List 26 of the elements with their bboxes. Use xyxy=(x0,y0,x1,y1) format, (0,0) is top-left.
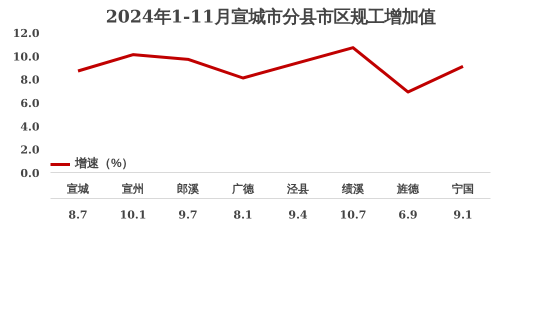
y-tick-label: 6.0 xyxy=(20,97,40,110)
data-label: 10.1 xyxy=(120,208,146,222)
data-label: 8.7 xyxy=(68,208,88,222)
y-tick-label: 10.0 xyxy=(12,50,40,64)
y-tick-label: 8.0 xyxy=(20,74,40,87)
data-label: 6.9 xyxy=(398,208,418,222)
y-tick-label: 4.0 xyxy=(20,120,40,134)
data-label: 9.7 xyxy=(178,208,198,222)
data-label: 10.7 xyxy=(340,208,366,222)
chart-title: 2024年1-11月宣城市分县市区规工增加值 xyxy=(106,8,436,28)
x-tick-label: 泾县 xyxy=(286,182,309,196)
line-series xyxy=(76,46,464,94)
y-tick-label: 0.0 xyxy=(20,167,40,180)
x-tick-label: 宁国 xyxy=(452,182,474,196)
data-label: 9.1 xyxy=(453,208,473,222)
x-tick-label: 旌德 xyxy=(396,182,420,196)
x-tick-label: 宣城 xyxy=(67,182,89,196)
x-tick-label: 郎溪 xyxy=(177,182,200,196)
data-label: 9.4 xyxy=(288,208,308,222)
x-tick-label: 绩溪 xyxy=(341,182,365,196)
data-label: 8.1 xyxy=(233,208,253,222)
x-tick-label: 广德 xyxy=(231,182,255,196)
y-tick-label: 12.0 xyxy=(12,27,40,40)
legend-label: 增速（%） xyxy=(75,155,134,172)
x-tick-label: 宣州 xyxy=(122,182,144,196)
y-tick-label: 2.0 xyxy=(20,144,40,157)
